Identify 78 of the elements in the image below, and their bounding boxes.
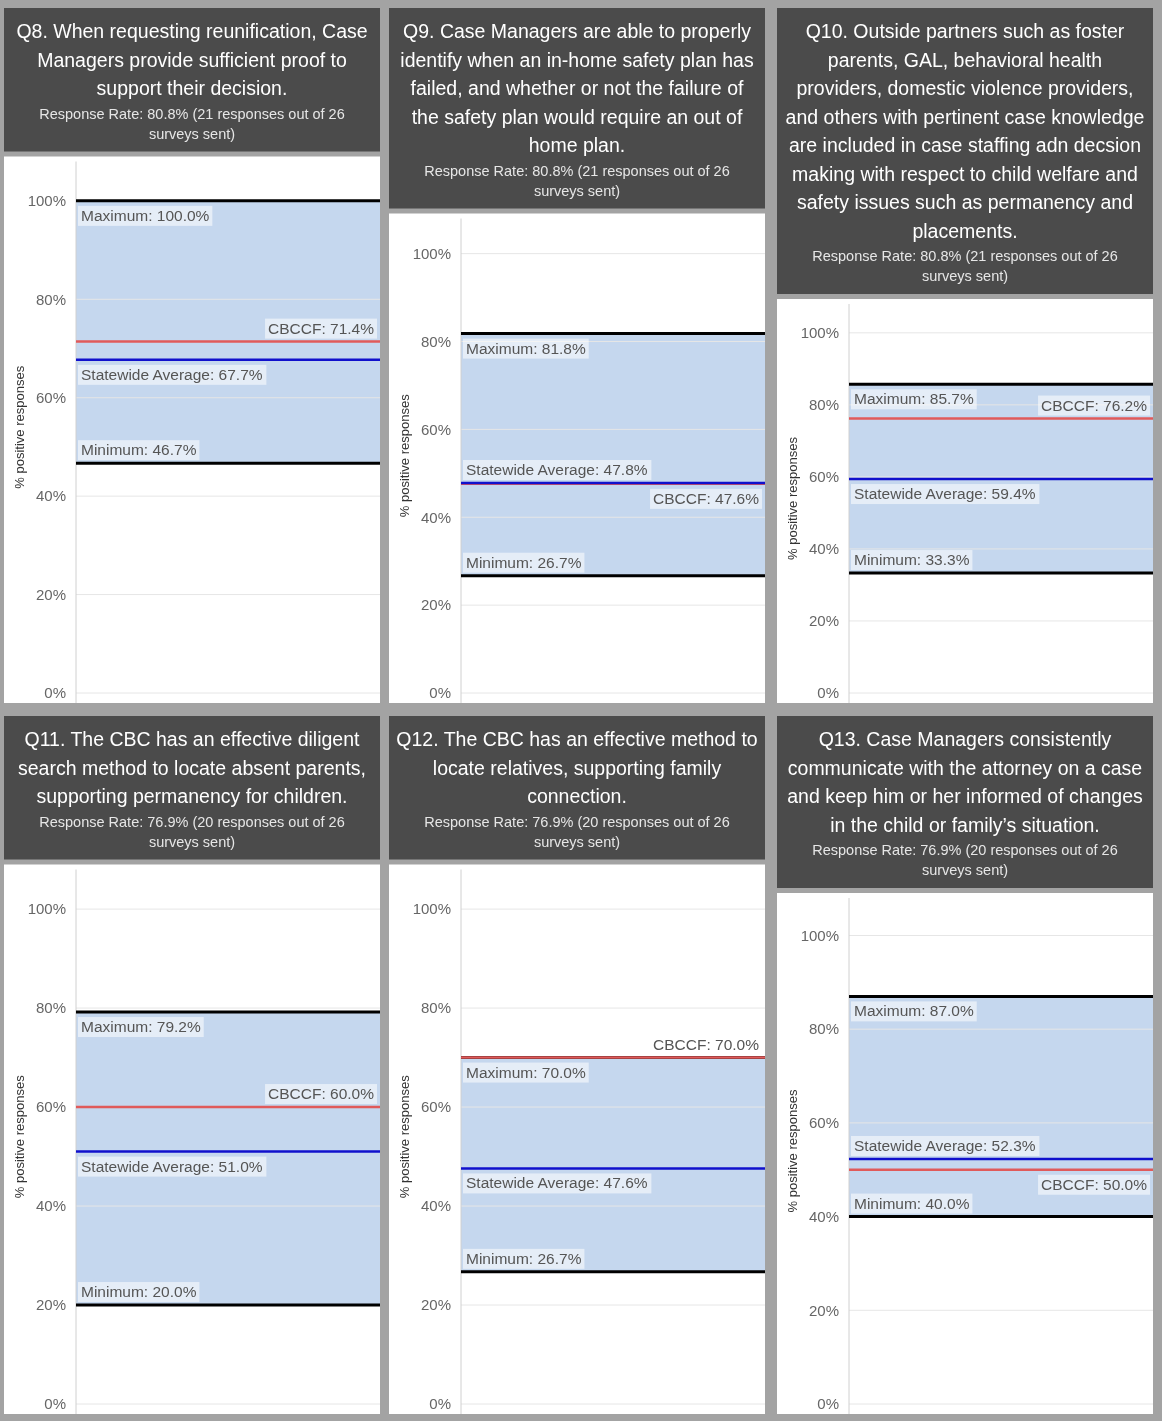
chart-title: Q10. Outside partners such as foster parents, GAL, behavioral health providers, domestic violence providers, and others with pertinent case knowledge are included in case staffing adn decsion making with respect to child welfare and safety issues such as permanency and placements.	[785, 20, 1145, 242]
ref-line-label: Maximum: 81.8%	[466, 339, 586, 357]
ref-line-label: Statewide Average: 67.7%	[81, 365, 263, 383]
y-tick-label: 100%	[412, 900, 451, 918]
y-tick-label: 20%	[808, 612, 839, 630]
y-tick-label: 100%	[800, 324, 839, 342]
y-tick-label: 20%	[420, 1296, 451, 1314]
ref-line-label: Statewide Average: 47.6%	[466, 1174, 648, 1192]
y-tick-label: 20%	[35, 585, 66, 603]
ref-line-label: Statewide Average: 51.0%	[81, 1157, 263, 1175]
chart-title: Q13. Case Managers consistently communicate with the attorney on a case and keep him or her informed of changes in the child or family’s situation.	[787, 728, 1144, 836]
y-tick-label: 80%	[35, 999, 66, 1017]
y-tick-label: 100%	[27, 192, 66, 210]
chart-title: Q9. Case Managers are able to properly identify when an in-home safety plan has failed, and whether or not the failure of the safety plan would require an out of home plan.	[400, 20, 754, 156]
ref-line-label: CBCCF: 76.2%	[1041, 396, 1148, 414]
y-tick-label: 60%	[420, 1098, 451, 1116]
y-tick-label: 40%	[35, 1197, 66, 1215]
ref-line-label: Minimum: 46.7%	[81, 441, 197, 459]
y-tick-label: 100%	[27, 900, 66, 918]
y-tick-label: 80%	[808, 396, 839, 414]
y-tick-label: 0%	[429, 684, 451, 702]
y-tick-label: 80%	[420, 332, 451, 350]
y-tick-label: 40%	[808, 540, 839, 558]
chart-subtitle: Response Rate: 80.8% (21 responses out of 26 surveys sent)	[39, 105, 345, 142]
y-tick-label: 60%	[420, 420, 451, 438]
chart-subtitle: Response Rate: 80.8% (21 responses out of 26 surveys sent)	[812, 248, 1118, 284]
y-tick-label: 60%	[808, 1114, 839, 1132]
chart-title: Q11. The CBC has an effective diligent search method to locate absent parents, supporting permanency for children.	[18, 728, 366, 807]
ref-line-label: CBCCF: 47.6%	[653, 489, 760, 507]
ref-line-label: Minimum: 26.7%	[466, 553, 582, 571]
chart-title: Q12. The CBC has an effective method to locate relatives, supporting family connection.	[396, 728, 758, 807]
y-tick-label: 0%	[44, 684, 66, 702]
y-axis-title: % positive responses	[785, 1089, 800, 1213]
y-tick-label: 40%	[420, 1197, 451, 1215]
y-axis-title: % positive responses	[397, 1074, 412, 1199]
ref-line-label: Minimum: 40.0%	[854, 1194, 970, 1212]
y-axis-title: % positive responses	[397, 393, 412, 518]
ref-line-label: CBCCF: 60.0%	[268, 1085, 375, 1103]
y-tick-label: 100%	[800, 926, 839, 944]
y-tick-label: 0%	[817, 1395, 839, 1413]
y-tick-label: 80%	[35, 290, 66, 308]
chart-subtitle: Response Rate: 76.9% (20 responses out of 26 surveys sent)	[39, 813, 345, 850]
ref-line-label: Statewide Average: 59.4%	[854, 485, 1036, 503]
y-tick-label: 40%	[420, 508, 451, 526]
y-tick-label: 0%	[44, 1395, 66, 1413]
chart-subtitle: Response Rate: 76.9% (20 responses out of 26 surveys sent)	[812, 842, 1118, 878]
chart-subtitle: Response Rate: 80.8% (21 responses out of 26 surveys sent)	[424, 162, 730, 199]
y-tick-label: 40%	[808, 1207, 839, 1225]
ref-line-label: Maximum: 70.0%	[466, 1063, 586, 1081]
ref-line-label: Minimum: 20.0%	[81, 1283, 197, 1301]
y-tick-label: 20%	[420, 596, 451, 614]
ref-line-label: Maximum: 100.0%	[81, 206, 210, 224]
ref-line-label: Statewide Average: 47.8%	[466, 460, 648, 478]
y-tick-label: 0%	[817, 684, 839, 702]
y-tick-label: 80%	[420, 999, 451, 1017]
ref-line-label: Statewide Average: 52.3%	[854, 1136, 1036, 1154]
ref-line-label: CBCCF: 71.4%	[268, 319, 375, 337]
y-tick-label: 20%	[35, 1296, 66, 1314]
y-tick-label: 60%	[35, 388, 66, 406]
y-axis-title: % positive responses	[12, 1074, 27, 1199]
y-tick-label: 100%	[412, 244, 451, 262]
y-tick-label: 0%	[429, 1395, 451, 1413]
y-tick-label: 40%	[35, 487, 66, 505]
ref-line-label: Minimum: 26.7%	[466, 1249, 582, 1267]
ref-line-label: CBCCF: 70.0%	[653, 1035, 760, 1053]
y-tick-label: 20%	[808, 1301, 839, 1319]
y-tick-label: 60%	[808, 468, 839, 486]
ref-line-label: Minimum: 33.3%	[854, 551, 970, 569]
y-tick-label: 80%	[808, 1020, 839, 1038]
ref-line-label: Maximum: 79.2%	[81, 1018, 201, 1036]
chart-title: Q8. When requesting reunification, Case Managers provide sufficient proof to support their decision.	[16, 20, 368, 99]
y-axis-title: % positive responses	[785, 436, 800, 560]
y-tick-label: 60%	[35, 1098, 66, 1116]
ref-line-label: Maximum: 85.7%	[854, 390, 974, 408]
ref-line-label: CBCCF: 50.0%	[1041, 1175, 1148, 1193]
chart-subtitle: Response Rate: 76.9% (20 responses out of 26 surveys sent)	[424, 813, 730, 850]
y-axis-title: % positive responses	[12, 365, 27, 489]
ref-line-label: Maximum: 87.0%	[854, 1002, 974, 1020]
